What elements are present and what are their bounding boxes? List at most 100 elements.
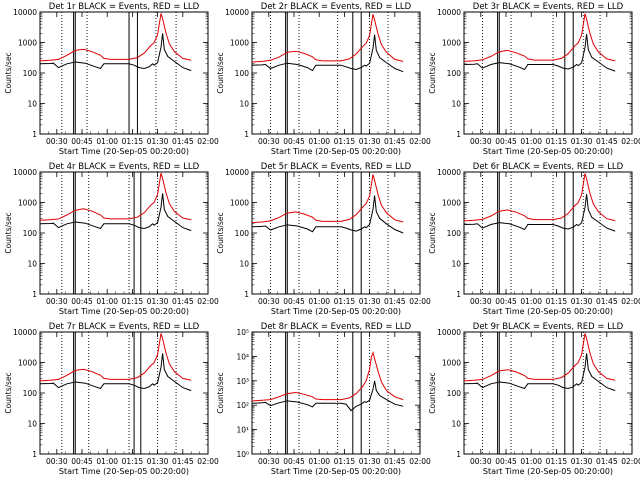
plot-frame <box>251 11 421 135</box>
y-tick-label: 10000 <box>437 8 461 17</box>
x-tick-label: 00:30 <box>258 457 280 466</box>
y-tick-label: 1000 <box>442 39 461 48</box>
x-tick-label: 00:30 <box>46 137 68 146</box>
x-tick-label: 01:00 <box>96 137 118 146</box>
y-axis-label: Counts/sec <box>216 212 225 253</box>
x-tick-label: 01:45 <box>596 297 618 306</box>
panel-title: Det 8r BLACK = Events, RED = LLD <box>261 322 412 332</box>
plot-frame <box>251 171 421 295</box>
y-tick-label: 10000 <box>13 328 37 337</box>
panel-title: Det 1r BLACK = Events, RED = LLD <box>49 2 200 12</box>
x-tick-label: 01:00 <box>96 457 118 466</box>
panel-det-1r: Det 1r BLACK = Events, RED = LLD 1 10 100 10… <box>4 2 219 156</box>
x-axis-label: Start Time (20-Sep-05 00:20:00) <box>59 147 189 156</box>
x-tick-label: 01:00 <box>308 137 330 146</box>
plot-frame <box>39 11 209 135</box>
x-axis-label: Start Time (20-Sep-05 00:20:00) <box>271 307 401 316</box>
y-tick-label: 100 <box>235 69 250 78</box>
x-tick-label: 00:45 <box>71 297 93 306</box>
x-tick-label: 01:15 <box>546 457 568 466</box>
panel-det-4r: Det 4r BLACK = Events, RED = LLD 1 10 100 10… <box>4 162 219 316</box>
y-axis-label: Counts/sec <box>216 52 225 93</box>
x-tick-label: 01:00 <box>520 137 542 146</box>
panel-title: Det 5r BLACK = Events, RED = LLD <box>261 162 412 172</box>
y-tick-label: 1 <box>244 130 249 139</box>
panel-title: Det 2r BLACK = Events, RED = LLD <box>261 2 412 12</box>
y-axis-label: Counts/sec <box>216 372 225 413</box>
y-tick-label: 1 <box>456 130 461 139</box>
x-tick-label: 02:00 <box>409 137 431 146</box>
x-tick-label: 02:00 <box>409 457 431 466</box>
panel-title: Det 7r BLACK = Events, RED = LLD <box>49 322 200 332</box>
y-tick-label: 10⁴ <box>236 352 249 361</box>
x-axis-label: Start Time (20-Sep-05 00:20:00) <box>271 147 401 156</box>
plot-frame <box>39 331 209 455</box>
y-tick-label: 100 <box>23 69 38 78</box>
x-tick-label: 00:30 <box>470 297 492 306</box>
series-line-events <box>251 195 404 234</box>
y-tick-label: 1 <box>32 130 37 139</box>
x-tick-label: 02:00 <box>409 297 431 306</box>
y-tick-label: 100 <box>447 69 462 78</box>
x-tick-label: 01:45 <box>172 297 194 306</box>
x-tick-label: 00:45 <box>495 457 517 466</box>
x-tick-label: 01:00 <box>520 297 542 306</box>
series-line-events <box>463 33 616 72</box>
y-axis-label: Counts/sec <box>4 212 13 253</box>
x-tick-label: 01:15 <box>334 457 356 466</box>
panel-det-8r: Det 8r BLACK = Events, RED = LLD 10⁰ 10¹ 10… <box>216 322 431 476</box>
y-tick-label: 10000 <box>13 168 37 177</box>
panel-title: Det 4r BLACK = Events, RED = LLD <box>49 162 200 172</box>
x-tick-label: 00:45 <box>283 297 305 306</box>
x-tick-label: 01:30 <box>571 297 593 306</box>
x-tick-label: 02:00 <box>621 457 640 466</box>
series-line-events <box>251 34 404 73</box>
y-tick-label: 10³ <box>236 377 249 386</box>
series-line-lld <box>251 14 404 63</box>
x-tick-label: 00:45 <box>283 137 305 146</box>
x-tick-label: 00:30 <box>470 457 492 466</box>
x-tick-label: 01:30 <box>571 137 593 146</box>
x-tick-label: 01:45 <box>384 457 406 466</box>
x-tick-label: 01:30 <box>359 137 381 146</box>
y-tick-label: 10² <box>236 401 249 410</box>
x-tick-label: 01:45 <box>172 137 194 146</box>
y-tick-label: 10 <box>27 420 37 429</box>
x-tick-label: 02:00 <box>621 297 640 306</box>
y-tick-label: 10 <box>239 260 249 269</box>
plot-frame <box>251 331 421 455</box>
y-tick-label: 100 <box>23 229 38 238</box>
y-tick-label: 1 <box>456 290 461 299</box>
series-line-events <box>463 193 616 232</box>
x-tick-label: 01:00 <box>96 297 118 306</box>
x-tick-label: 01:00 <box>520 457 542 466</box>
x-tick-label: 01:30 <box>359 457 381 466</box>
series-line-lld <box>39 333 192 382</box>
y-tick-label: 10000 <box>13 8 37 17</box>
series-line-events <box>463 353 616 392</box>
x-tick-label: 01:45 <box>596 457 618 466</box>
y-axis-label: Counts/sec <box>4 52 13 93</box>
y-tick-label: 10 <box>239 100 249 109</box>
panel-det-2r: Det 2r BLACK = Events, RED = LLD 1 10 100 10… <box>216 2 431 156</box>
y-tick-label: 10¹ <box>236 426 249 435</box>
series-line-events <box>39 193 192 232</box>
x-tick-label: 00:30 <box>46 297 68 306</box>
plot-frame <box>463 171 633 295</box>
x-axis-label: Start Time (20-Sep-05 00:20:00) <box>271 467 401 476</box>
y-tick-label: 1000 <box>18 39 37 48</box>
x-tick-label: 02:00 <box>621 137 640 146</box>
x-tick-label: 01:15 <box>122 457 144 466</box>
x-tick-label: 02:00 <box>197 137 219 146</box>
y-axis-label: Counts/sec <box>428 372 437 413</box>
panel-det-5r: Det 5r BLACK = Events, RED = LLD 1 10 100 10… <box>216 162 431 316</box>
y-tick-label: 1000 <box>230 39 249 48</box>
y-tick-label: 10000 <box>225 8 249 17</box>
series-line-events <box>251 380 404 412</box>
y-tick-label: 1 <box>32 450 37 459</box>
series-line-lld <box>463 333 616 382</box>
x-tick-label: 01:30 <box>571 457 593 466</box>
y-tick-label: 10 <box>451 420 461 429</box>
y-axis-label: Counts/sec <box>428 212 437 253</box>
